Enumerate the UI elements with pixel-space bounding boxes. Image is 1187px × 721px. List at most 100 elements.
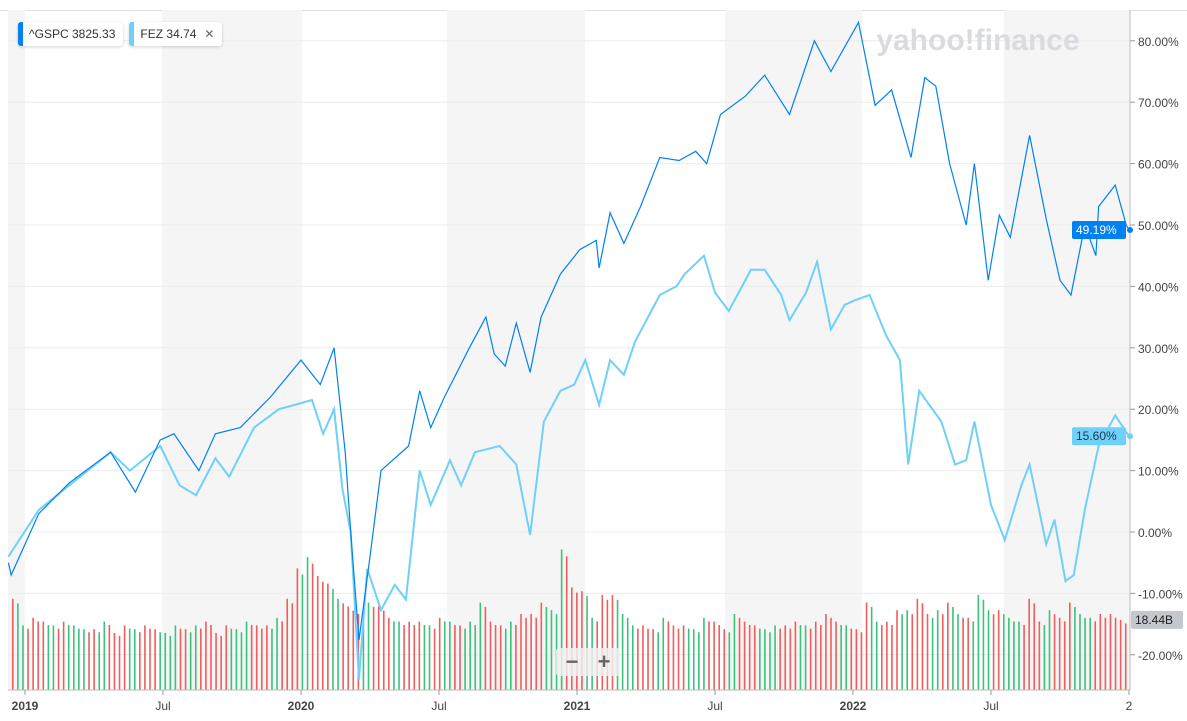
volume-bar: [525, 617, 527, 690]
volume-bar: [169, 635, 172, 690]
volume-bar: [72, 625, 75, 690]
volume-last-tag: [1131, 610, 1183, 629]
volume-bar: [1058, 617, 1061, 690]
top-toolbar-edge: [0, 0, 1187, 11]
volume-bar: [1048, 610, 1051, 690]
y-tick-label: 20.00%: [1138, 403, 1179, 417]
volume-bar: [32, 617, 34, 690]
zoom-out-button[interactable]: −: [565, 649, 579, 674]
volume-bar: [540, 602, 543, 690]
volume-bar: [545, 606, 548, 690]
volume-bar: [255, 625, 258, 690]
volume-bar: [621, 614, 624, 690]
volume-bar: [520, 614, 522, 690]
volume-bar: [67, 625, 70, 690]
y-tick-label: 80.00%: [1138, 35, 1179, 49]
y-tick-label: 50.00%: [1138, 219, 1179, 233]
volume-bar: [860, 632, 863, 690]
volume-bar: [184, 629, 187, 690]
volume-bar: [1069, 602, 1071, 690]
volume-bar: [886, 621, 888, 690]
zoom-in-button[interactable]: +: [597, 649, 611, 674]
volume-bar: [759, 628, 761, 690]
volume-bar: [139, 632, 141, 690]
volume-bar: [647, 628, 649, 690]
volume-bar: [113, 633, 116, 690]
volume-bar: [1013, 621, 1015, 690]
volume-bar: [250, 625, 253, 690]
volume-bar: [423, 625, 426, 690]
volume-bar: [530, 614, 532, 690]
volume-bar: [901, 614, 903, 690]
volume-bar: [774, 625, 776, 690]
volume-bar: [225, 625, 228, 690]
volume-bar: [982, 599, 985, 690]
series-line-fez: [7, 253, 1130, 680]
volume-bar: [261, 628, 263, 690]
volume-bar: [418, 621, 421, 690]
volume-bar: [454, 625, 456, 690]
volume-bar: [245, 621, 248, 690]
legend-symbol: FEZ: [140, 27, 164, 41]
volume-bar: [657, 632, 659, 690]
legend-chip-fez[interactable]: FEZ 34.74 ✕: [129, 22, 223, 46]
last-value-label: 15.60%: [1076, 429, 1117, 443]
volume-bar: [794, 621, 797, 690]
volume-bar: [875, 621, 878, 690]
volume-bar: [1104, 617, 1107, 690]
volume-bar: [1063, 621, 1066, 690]
last-value-label: 49.19%: [1076, 223, 1117, 237]
volume-bar: [159, 632, 161, 690]
zoom-controls: − +: [556, 648, 620, 676]
volume-bar: [941, 614, 944, 690]
x-tick-label: 2022: [840, 699, 867, 713]
volume-bar: [586, 596, 588, 690]
volume-bar: [215, 633, 217, 690]
volume-bar: [1028, 598, 1030, 690]
volume-bar: [515, 625, 517, 690]
legend-chip-gspc[interactable]: ^GSPC 3825.33: [18, 22, 124, 46]
volume-bar: [703, 617, 705, 690]
last-value-tag: [1072, 427, 1126, 446]
volume-bar: [78, 628, 80, 690]
volume-bar: [977, 595, 980, 690]
volume-bar: [926, 614, 929, 690]
volume-bar: [804, 625, 807, 690]
volume-bar: [1018, 621, 1020, 690]
volume-bar: [459, 625, 461, 690]
volume-bar: [311, 563, 314, 690]
volume-bar: [764, 629, 766, 690]
volume-bar: [865, 602, 868, 690]
volume-bar: [12, 598, 14, 690]
volume-bar: [1079, 614, 1081, 690]
volume-bar: [321, 581, 324, 690]
volume-bar: [1084, 617, 1086, 690]
volume-bar: [17, 603, 19, 690]
volume-bar: [947, 602, 949, 690]
volume-bar: [698, 632, 700, 690]
volume-bar: [916, 598, 919, 690]
volume-bar: [642, 625, 644, 690]
volume-bar: [1043, 625, 1046, 690]
volume-bar: [921, 603, 924, 690]
volume-bar: [748, 625, 751, 690]
volume-bar: [367, 602, 370, 690]
volume-bar: [672, 625, 675, 690]
volume-bar: [332, 588, 334, 690]
x-tick-label: Jul: [983, 699, 998, 713]
volume-bar: [194, 625, 197, 690]
volume-bar: [149, 628, 151, 690]
volume-bar: [27, 628, 29, 690]
volume-bar: [220, 635, 222, 690]
last-point-marker: [1127, 226, 1133, 233]
volume-bar: [489, 621, 492, 690]
volume-bar: [266, 625, 268, 690]
remove-comparison-close-icon[interactable]: ✕: [204, 27, 215, 41]
volume-bar: [1023, 625, 1025, 690]
y-tick-label: -10.00%: [1138, 587, 1183, 601]
volume-bar: [235, 629, 238, 690]
volume-bar: [108, 625, 111, 690]
volume-bar: [820, 625, 822, 690]
volume-bar: [1109, 614, 1112, 690]
